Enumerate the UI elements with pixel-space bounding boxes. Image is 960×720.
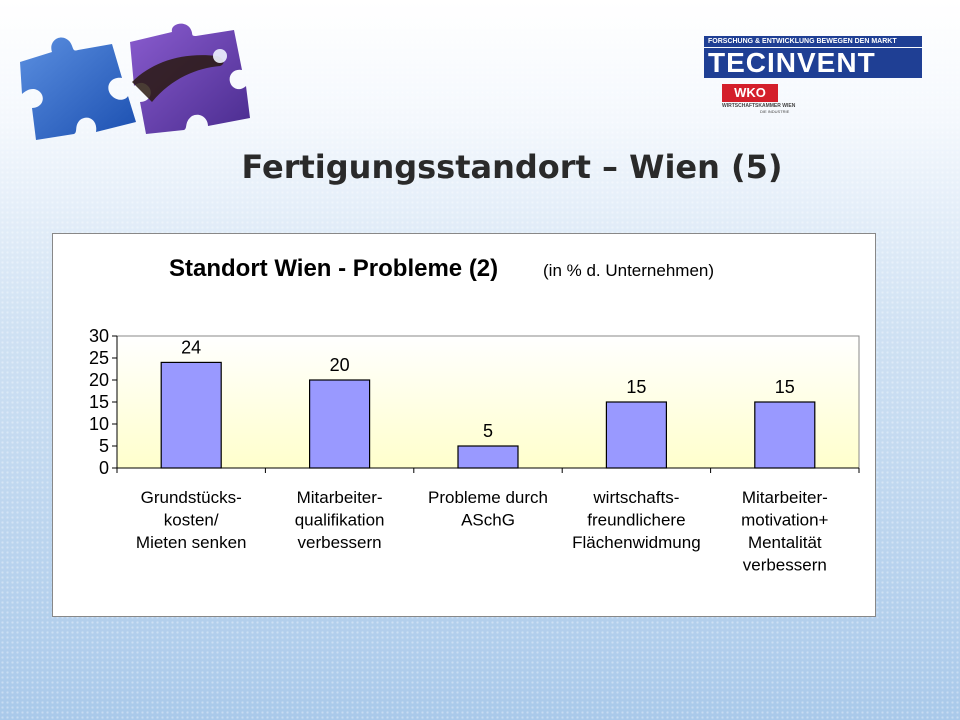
data-labels: 24 20 5 15 15 — [181, 337, 795, 441]
logo-wordmark: TECINVENT — [704, 48, 922, 78]
logo-tec: TEC — [708, 47, 767, 78]
data-label: 24 — [181, 337, 201, 357]
slide-title: Fertigungsstandort – Wien (5) — [241, 148, 783, 186]
chart-title: Standort Wien - Probleme (2) — [169, 255, 498, 282]
y-tick-label: 25 — [89, 348, 109, 368]
puzzle-pieces-image — [20, 23, 250, 140]
bar — [754, 401, 816, 469]
y-tick-label: 10 — [89, 414, 109, 434]
data-label: 5 — [483, 421, 493, 441]
wko-subtitle: WIRTSCHAFTSKAMMER WIEN — [722, 103, 796, 109]
y-tick-label: 30 — [89, 326, 109, 346]
x-category-label: Mitarbeiter-qualifikation verbessern — [295, 488, 385, 552]
chart-subtitle: (in % d. Unternehmen) — [543, 261, 714, 280]
x-category-label: Mitarbeiter-motivation+ Mentalität verbess… — [741, 488, 828, 575]
bars — [160, 361, 816, 469]
logo-band: FORSCHUNG & ENTWICKLUNG BEWEGEN DEN MARK… — [704, 36, 922, 47]
y-tick-label: 5 — [99, 436, 109, 456]
data-label: 15 — [626, 377, 646, 397]
wko-subtitle-2: DIE INDUSTRIE — [760, 109, 790, 114]
bar — [457, 445, 519, 469]
data-label: 20 — [330, 355, 350, 375]
y-tick-label: 0 — [99, 458, 109, 478]
bar — [309, 379, 371, 469]
logo-invent: INVENT — [767, 47, 876, 78]
wko-logo: WKO — [722, 84, 778, 102]
y-tick-label: 20 — [89, 370, 109, 390]
bar-chart: Standort Wien - Probleme (2) (in % d. Un… — [89, 255, 860, 575]
x-category-label: Grundstücks-kosten/Mieten senken — [136, 488, 247, 552]
x-category-label: Probleme durch ASchG — [428, 488, 548, 530]
bar — [160, 361, 222, 469]
x-category-label: wirtschafts-freundlichere Flächenwidmung — [572, 488, 701, 552]
y-tick-label: 15 — [89, 392, 109, 412]
x-category-labels: Grundstücks-kosten/Mieten senken Mitarbei… — [136, 488, 829, 575]
chart-container: Standort Wien - Probleme (2) (in % d. Un… — [52, 233, 876, 617]
bar — [605, 401, 668, 469]
tecinvent-logo: FORSCHUNG & ENTWICKLUNG BEWEGEN DEN MARK… — [704, 36, 922, 120]
data-label: 15 — [775, 377, 795, 397]
